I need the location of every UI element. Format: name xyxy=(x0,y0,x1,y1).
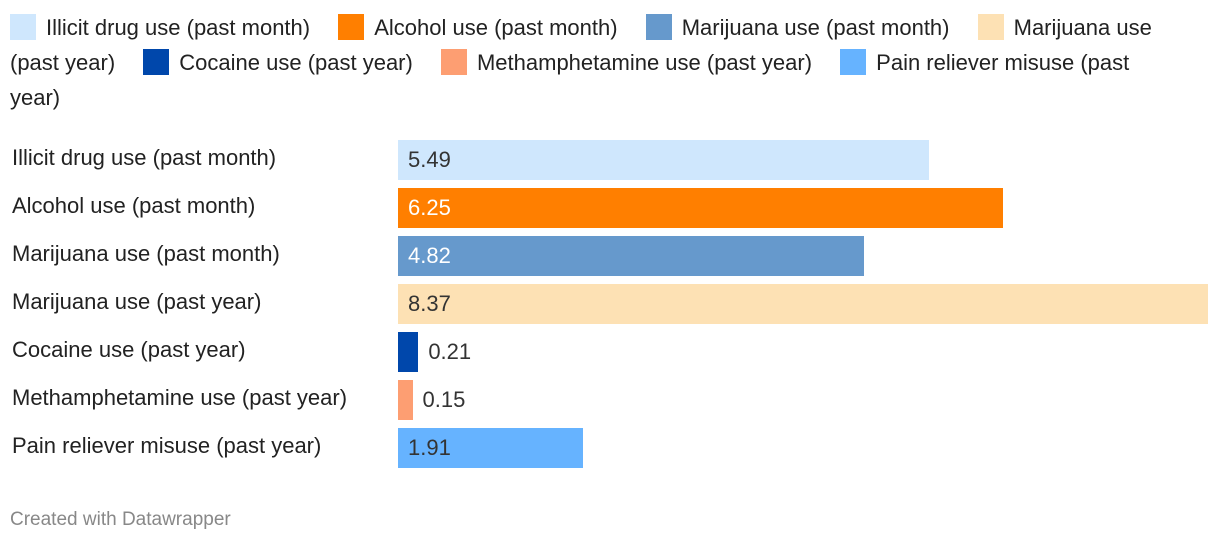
bar xyxy=(398,188,1003,228)
value-label: 8.37 xyxy=(408,291,451,316)
legend-item: Pain reliever misuse (past year) xyxy=(10,49,1130,110)
legend-swatch xyxy=(10,14,36,40)
legend: Illicit drug use (past month) Alcohol us… xyxy=(10,10,1180,115)
category-label: Marijuana use (past year) xyxy=(12,289,262,314)
legend-swatch xyxy=(440,49,467,75)
legend-label: Cocaine use (past year) xyxy=(179,50,413,75)
legend-swatch xyxy=(645,14,672,40)
legend-item: Marijuana use (past year) xyxy=(10,14,1152,75)
category-label: Marijuana use (past month) xyxy=(12,241,280,266)
bar xyxy=(398,428,583,468)
legend-label: Illicit drug use (past month) xyxy=(46,15,311,40)
category-label: Pain reliever misuse (past year) xyxy=(12,433,322,458)
value-label: 5.49 xyxy=(408,147,451,172)
category-label: Alcohol use (past month) xyxy=(12,193,256,218)
legend-swatch xyxy=(143,49,170,75)
category-label: Cocaine use (past year) xyxy=(12,337,246,362)
legend-label: Alcohol use (past month) xyxy=(374,15,618,40)
legend-swatch xyxy=(840,49,867,75)
legend-label: Marijuana use (past year) xyxy=(10,15,1152,75)
value-label: 0.21 xyxy=(428,339,472,364)
value-label: 1.91 xyxy=(408,435,451,460)
value-label: 4.82 xyxy=(408,243,451,268)
legend-swatch xyxy=(338,14,365,40)
value-label: 6.25 xyxy=(408,195,451,220)
legend-label: Methamphetamine use (past year) xyxy=(476,50,813,75)
category-label: Illicit drug use (past month) xyxy=(12,145,277,170)
legend-item: Marijuana use (past month) xyxy=(645,14,972,40)
bar xyxy=(398,332,419,372)
legend-item: Methamphetamine use (past year) xyxy=(440,49,834,75)
legend-item: Alcohol use (past month) xyxy=(338,14,639,40)
bar xyxy=(398,284,1208,324)
legend-swatch xyxy=(977,14,1004,40)
category-label: Methamphetamine use (past year) xyxy=(12,385,348,410)
bar xyxy=(398,236,865,276)
legend-label: Pain reliever misuse (past year) xyxy=(10,50,1130,110)
value-label: 0.15 xyxy=(422,387,466,412)
bar xyxy=(398,380,413,420)
legend-item: Illicit drug use (past month) xyxy=(10,14,332,40)
legend-label: Marijuana use (past month) xyxy=(681,15,950,40)
legend-item: Cocaine use (past year) xyxy=(143,49,435,75)
credit-link[interactable]: Created with Datawrapper xyxy=(10,509,231,530)
bar xyxy=(398,140,930,180)
